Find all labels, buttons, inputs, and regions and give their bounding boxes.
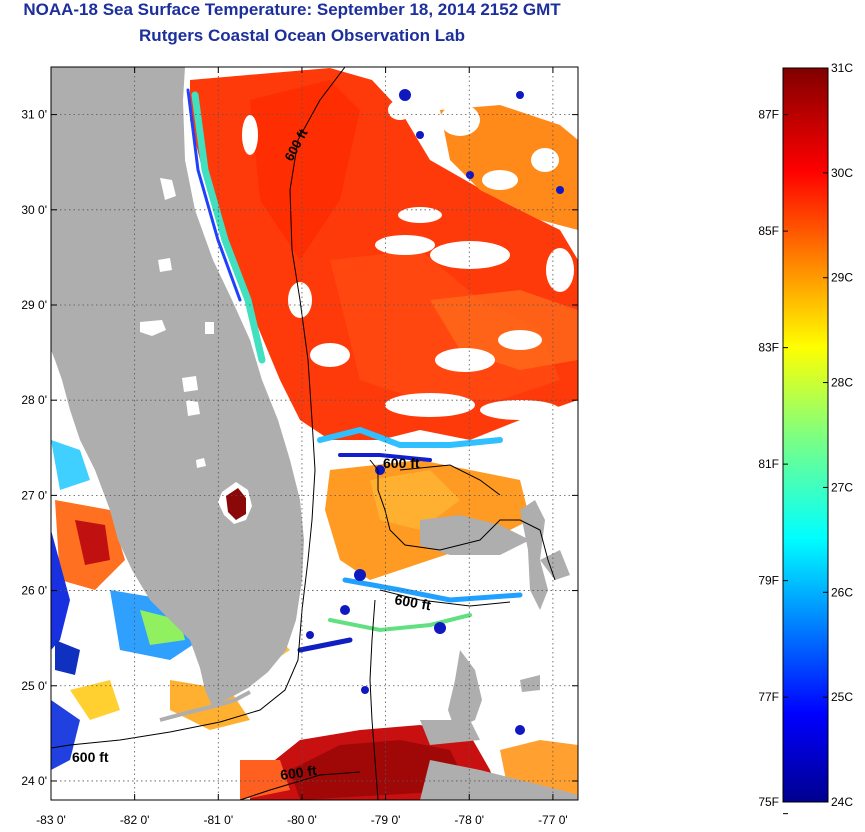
map-subtitle: Rutgers Coastal Ocean Observation Lab — [139, 26, 465, 45]
axis-ticks — [50, 67, 578, 800]
colorbar-celsius-label: 29C — [831, 271, 853, 285]
contour-label: 600 ft — [72, 749, 109, 765]
colorbar-fahrenheit-label: 81F — [758, 457, 779, 471]
lon-tick-label: -83 0' — [36, 813, 66, 827]
bahamas-islands — [420, 500, 570, 745]
lat-tick-label: 26 0' — [21, 584, 47, 598]
colorbar-celsius-label: 27C — [831, 480, 853, 494]
cloud-gaps — [242, 100, 574, 420]
colorbar-fahrenheit-label: 75F — [758, 795, 779, 809]
lat-tick-label: 31 0' — [21, 108, 47, 122]
cold-patches — [306, 89, 564, 735]
inland-lakes — [140, 178, 214, 468]
contour-label: 600 ft — [393, 591, 432, 613]
colorbar-celsius-label: 26C — [831, 585, 853, 599]
lon-tick-label: -79 0' — [371, 813, 401, 827]
colorbar-fahrenheit-label: 79F — [758, 574, 779, 588]
lat-tick-label: 25 0' — [21, 679, 47, 693]
lon-tick-label: -80 0' — [287, 813, 317, 827]
colorbar-celsius-label: 28C — [831, 376, 853, 390]
lon-tick-label: -78 0' — [454, 813, 484, 827]
colorbar — [782, 67, 829, 803]
cuba-land — [420, 760, 578, 800]
colorbar-celsius-label: 24C — [831, 795, 853, 809]
colorbar-fahrenheit-labels: 87F 85F 83F 81F 79F 77F 75F — [758, 108, 779, 809]
lat-tick-label: 29 0' — [21, 298, 47, 312]
contour-label: 600 ft — [279, 762, 318, 783]
colorbar-celsius-label: 30C — [831, 166, 853, 180]
map-title: NOAA-18 Sea Surface Temperature: Septemb… — [23, 0, 561, 19]
lon-tick-label: -77 0' — [538, 813, 568, 827]
colorbar-celsius-label: 25C — [831, 690, 853, 704]
colorbar-celsius-labels: 31C 30C 29C 28C 27C 26C 25C 24C — [831, 61, 853, 809]
cool-fringes — [186, 88, 523, 653]
isobath-600ft — [51, 67, 556, 800]
contour-label: 600 ft — [383, 455, 420, 471]
colorbar-fahrenheit-label: 87F — [758, 108, 779, 122]
lon-tick-label: -82 0' — [120, 813, 150, 827]
lat-tick-label: 28 0' — [21, 393, 47, 407]
florida-land — [51, 67, 304, 706]
sst-field — [51, 67, 578, 800]
colorbar-fahrenheit-label: 85F — [758, 224, 779, 238]
lon-tick-label: -81 0' — [203, 813, 233, 827]
lat-tick-label: 24 0' — [21, 774, 47, 788]
colorbar-fahrenheit-label: 77F — [758, 690, 779, 704]
colorbar-celsius-label: 31C — [831, 61, 853, 75]
axis-labels: 31 0' 30 0' 29 0' 28 0' 27 0' 26 0' 25 0' 24 0'… — [21, 108, 567, 827]
lat-tick-label: 27 0' — [21, 488, 47, 502]
lat-tick-label: 30 0' — [21, 203, 47, 217]
colorbar-fahrenheit-label: 83F — [758, 341, 779, 355]
